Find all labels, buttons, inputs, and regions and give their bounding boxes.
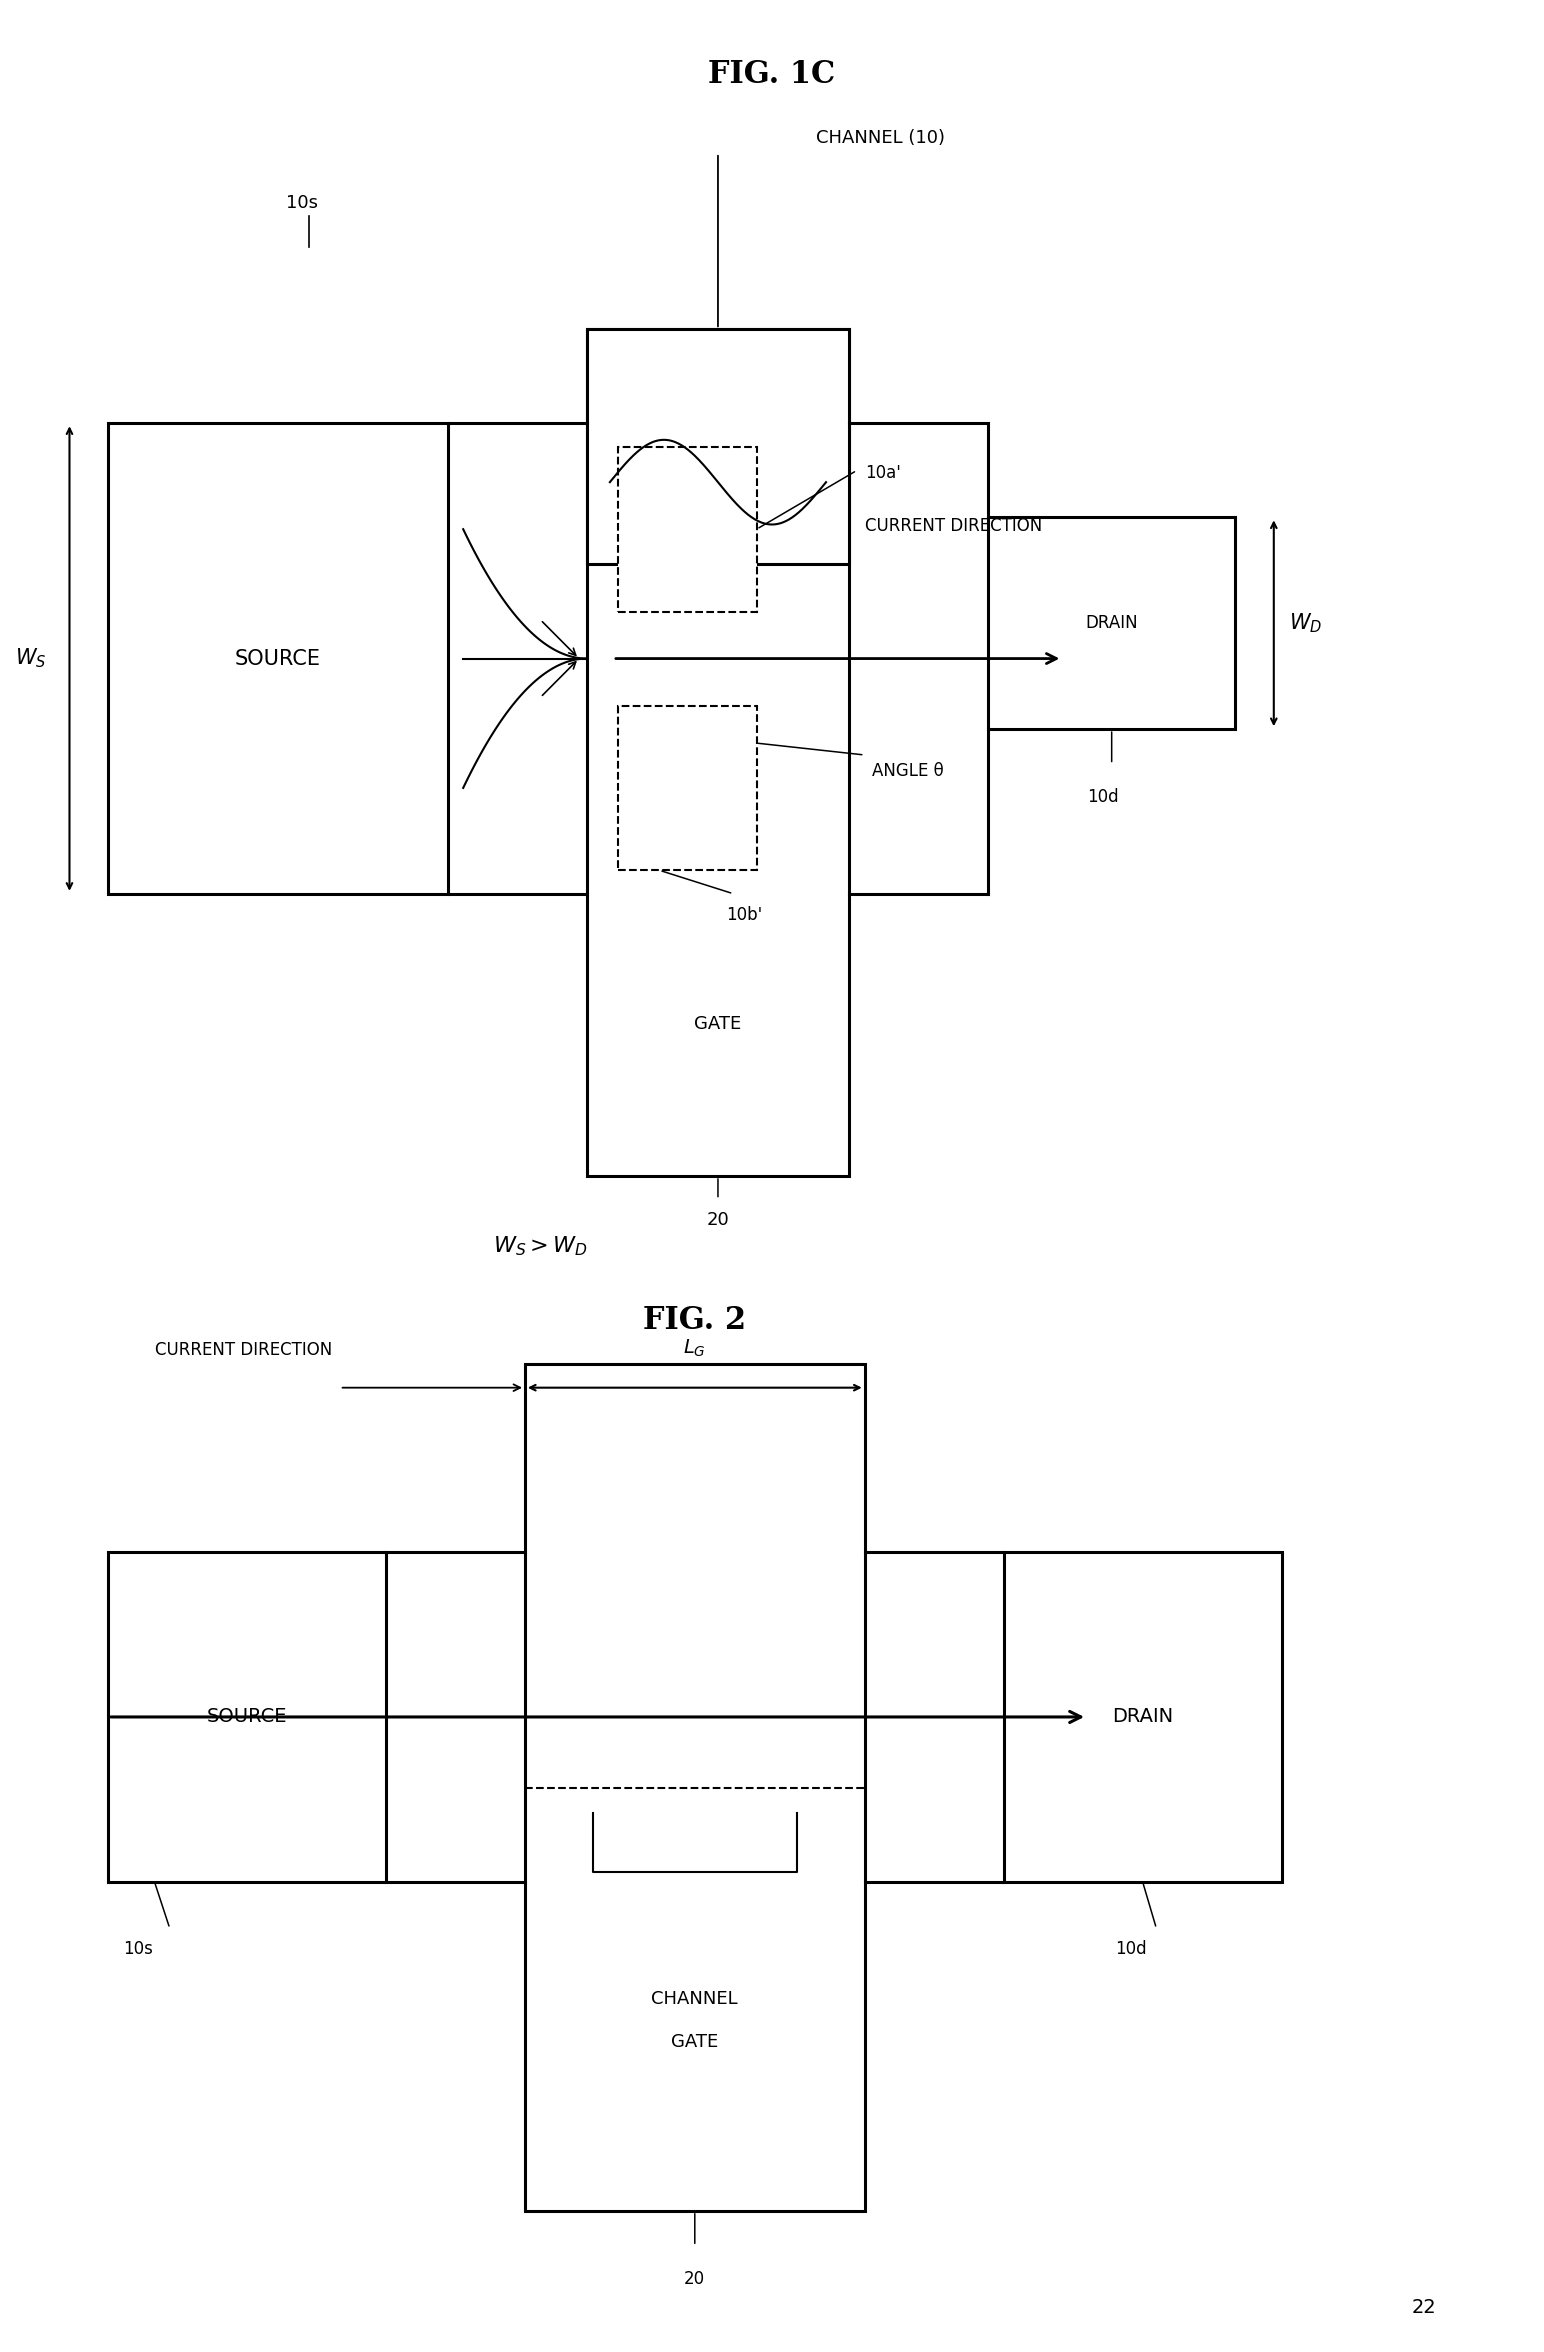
Text: 22: 22 xyxy=(1411,2298,1436,2317)
Bar xyxy=(525,1364,865,2211)
Bar xyxy=(108,423,448,894)
Text: 20: 20 xyxy=(707,1211,729,1230)
Bar xyxy=(618,706,757,870)
Text: DRAIN: DRAIN xyxy=(1112,1708,1173,1726)
Text: GATE: GATE xyxy=(695,1014,741,1033)
Text: ANGLE θ: ANGLE θ xyxy=(872,762,943,781)
Bar xyxy=(618,447,757,612)
Text: $W_S > W_D$: $W_S > W_D$ xyxy=(493,1235,588,1258)
Text: $L_G$: $L_G$ xyxy=(684,1338,706,1359)
Text: $W_D$: $W_D$ xyxy=(1289,612,1323,635)
Text: 10d: 10d xyxy=(1087,788,1118,807)
Text: 20: 20 xyxy=(684,2270,706,2288)
Text: 10a': 10a' xyxy=(865,463,900,482)
Text: $W_S$: $W_S$ xyxy=(15,647,46,670)
Bar xyxy=(587,329,849,564)
Text: CHANNEL: CHANNEL xyxy=(652,1990,738,2009)
Text: GATE: GATE xyxy=(672,2032,718,2051)
Text: 10b': 10b' xyxy=(726,906,761,924)
Text: CHANNEL (10): CHANNEL (10) xyxy=(815,129,945,148)
Text: 10s: 10s xyxy=(124,1940,153,1959)
Text: CURRENT DIRECTION: CURRENT DIRECTION xyxy=(154,1341,332,1359)
Bar xyxy=(587,329,849,1176)
Bar xyxy=(988,517,1235,729)
Bar xyxy=(108,1552,386,1882)
Text: FIG. 2: FIG. 2 xyxy=(644,1305,746,1336)
Text: CURRENT DIRECTION: CURRENT DIRECTION xyxy=(865,517,1042,536)
Text: SOURCE: SOURCE xyxy=(235,649,321,668)
Text: 10s: 10s xyxy=(286,193,318,212)
Text: SOURCE: SOURCE xyxy=(207,1708,287,1726)
Bar xyxy=(1004,1552,1282,1882)
Text: FIG. 1C: FIG. 1C xyxy=(709,59,835,89)
Text: DRAIN: DRAIN xyxy=(1085,614,1138,633)
Text: 10d: 10d xyxy=(1115,1940,1146,1959)
